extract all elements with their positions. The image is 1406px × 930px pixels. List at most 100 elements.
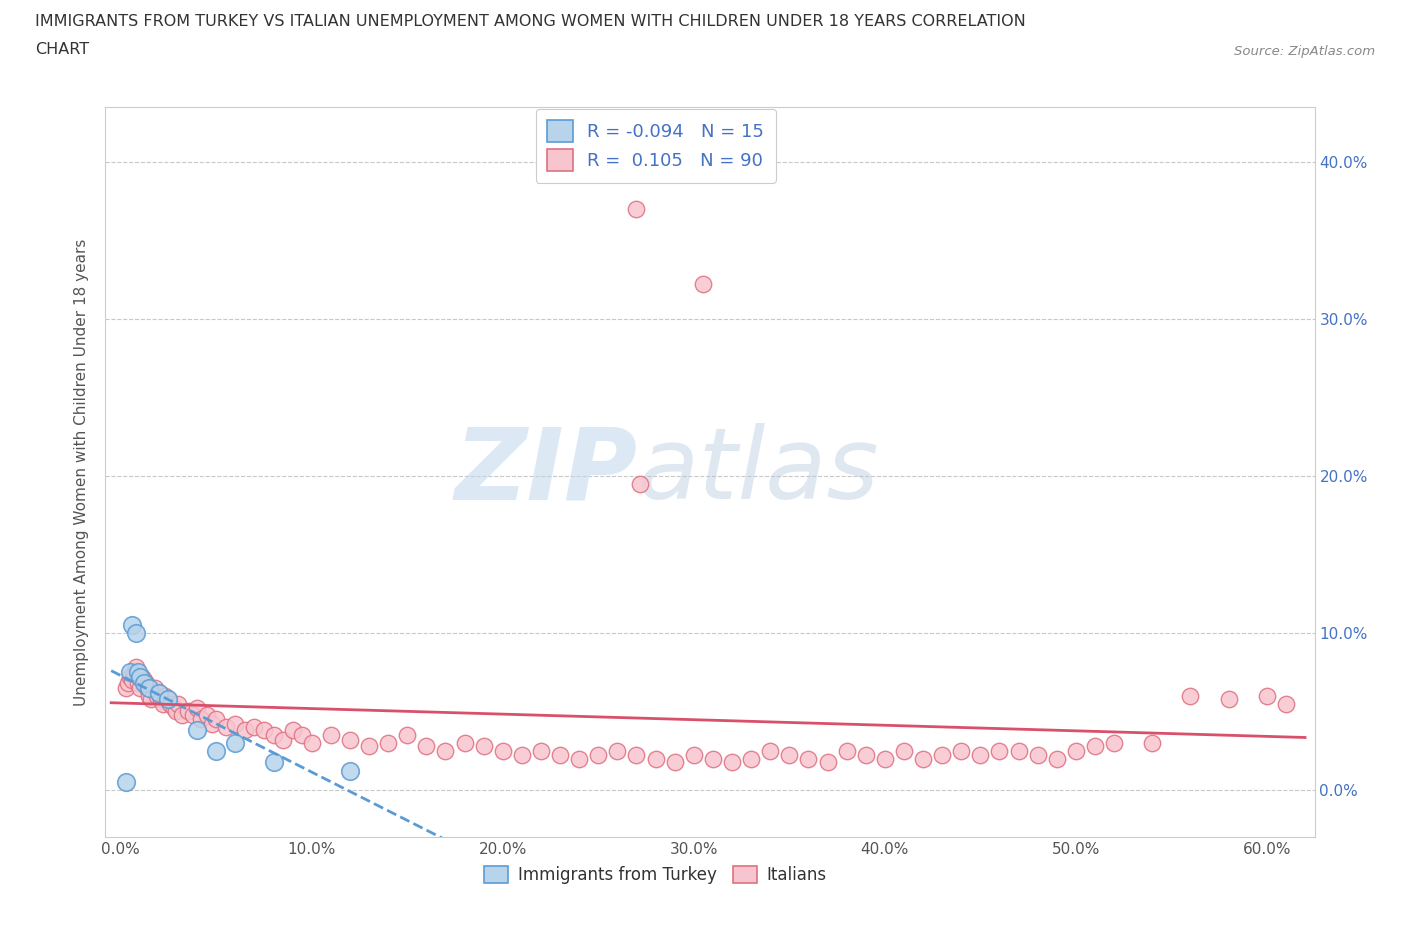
Point — [186, 723, 208, 737]
Point — [988, 743, 1011, 758]
Point — [152, 697, 174, 711]
Point — [205, 743, 228, 758]
Point — [190, 711, 212, 726]
Point — [492, 743, 515, 758]
Point — [873, 751, 896, 766]
Point — [1256, 688, 1278, 703]
Point — [148, 685, 170, 700]
Point — [396, 727, 419, 742]
Point — [931, 748, 953, 763]
Point — [233, 723, 256, 737]
Text: CHART: CHART — [35, 42, 89, 57]
Point — [131, 670, 153, 684]
Point — [149, 691, 172, 706]
Point — [911, 751, 934, 766]
Point — [127, 676, 149, 691]
Text: Source: ZipAtlas.com: Source: ZipAtlas.com — [1234, 45, 1375, 58]
Point — [692, 277, 714, 292]
Point — [163, 701, 186, 716]
Point — [357, 738, 380, 753]
Text: atlas: atlas — [637, 423, 879, 521]
Point — [778, 748, 800, 763]
Point — [319, 727, 342, 742]
Point — [1102, 736, 1125, 751]
Point — [263, 727, 285, 742]
Point — [157, 691, 180, 706]
Point — [224, 736, 246, 751]
Point — [215, 720, 238, 735]
Point — [626, 202, 648, 217]
Point — [1275, 697, 1298, 711]
Point — [893, 743, 915, 758]
Point — [224, 716, 246, 731]
Point — [969, 748, 991, 763]
Point — [132, 676, 155, 691]
Point — [568, 751, 591, 766]
Point — [253, 723, 276, 737]
Text: ZIP: ZIP — [454, 423, 637, 521]
Legend: Immigrants from Turkey, Italians: Immigrants from Turkey, Italians — [478, 859, 834, 891]
Point — [759, 743, 782, 758]
Point — [1218, 691, 1240, 706]
Point — [281, 723, 304, 737]
Point — [1026, 748, 1049, 763]
Point — [195, 707, 218, 722]
Point — [1180, 688, 1202, 703]
Point — [740, 751, 762, 766]
Point — [721, 754, 744, 769]
Point — [141, 691, 163, 706]
Point — [510, 748, 533, 763]
Point — [136, 681, 159, 696]
Point — [148, 685, 170, 700]
Point — [176, 704, 198, 719]
Point — [1064, 743, 1087, 758]
Point — [146, 688, 169, 703]
Point — [1007, 743, 1029, 758]
Point — [120, 665, 142, 680]
Point — [243, 720, 266, 735]
Point — [644, 751, 666, 766]
Point — [682, 748, 704, 763]
Point — [291, 727, 314, 742]
Point — [1046, 751, 1069, 766]
Point — [120, 670, 142, 684]
Point — [181, 707, 204, 722]
Text: IMMIGRANTS FROM TURKEY VS ITALIAN UNEMPLOYMENT AMONG WOMEN WITH CHILDREN UNDER 1: IMMIGRANTS FROM TURKEY VS ITALIAN UNEMPL… — [35, 14, 1026, 29]
Point — [115, 681, 138, 696]
Point — [157, 691, 180, 706]
Point — [548, 748, 571, 763]
Point — [628, 476, 651, 491]
Point — [159, 697, 181, 711]
Point — [165, 704, 187, 719]
Point — [339, 764, 361, 778]
Point — [377, 736, 399, 751]
Point — [205, 711, 228, 726]
Point — [138, 688, 160, 703]
Point — [135, 676, 157, 691]
Point — [817, 754, 839, 769]
Point — [186, 701, 208, 716]
Point — [1142, 736, 1164, 751]
Point — [125, 626, 148, 641]
Point — [143, 681, 166, 696]
Point — [588, 748, 610, 763]
Point — [530, 743, 553, 758]
Point — [121, 618, 143, 632]
Point — [127, 665, 149, 680]
Point — [122, 665, 145, 680]
Point — [128, 681, 150, 696]
Point — [855, 748, 877, 763]
Point — [271, 732, 294, 747]
Point — [170, 707, 193, 722]
Point — [835, 743, 858, 758]
Point — [702, 751, 724, 766]
Point — [263, 754, 285, 769]
Point — [128, 670, 150, 684]
Point — [117, 676, 139, 691]
Point — [1084, 738, 1107, 753]
Point — [664, 754, 686, 769]
Point — [472, 738, 495, 753]
Point — [606, 743, 628, 758]
Point — [453, 736, 475, 751]
Point — [121, 672, 143, 687]
